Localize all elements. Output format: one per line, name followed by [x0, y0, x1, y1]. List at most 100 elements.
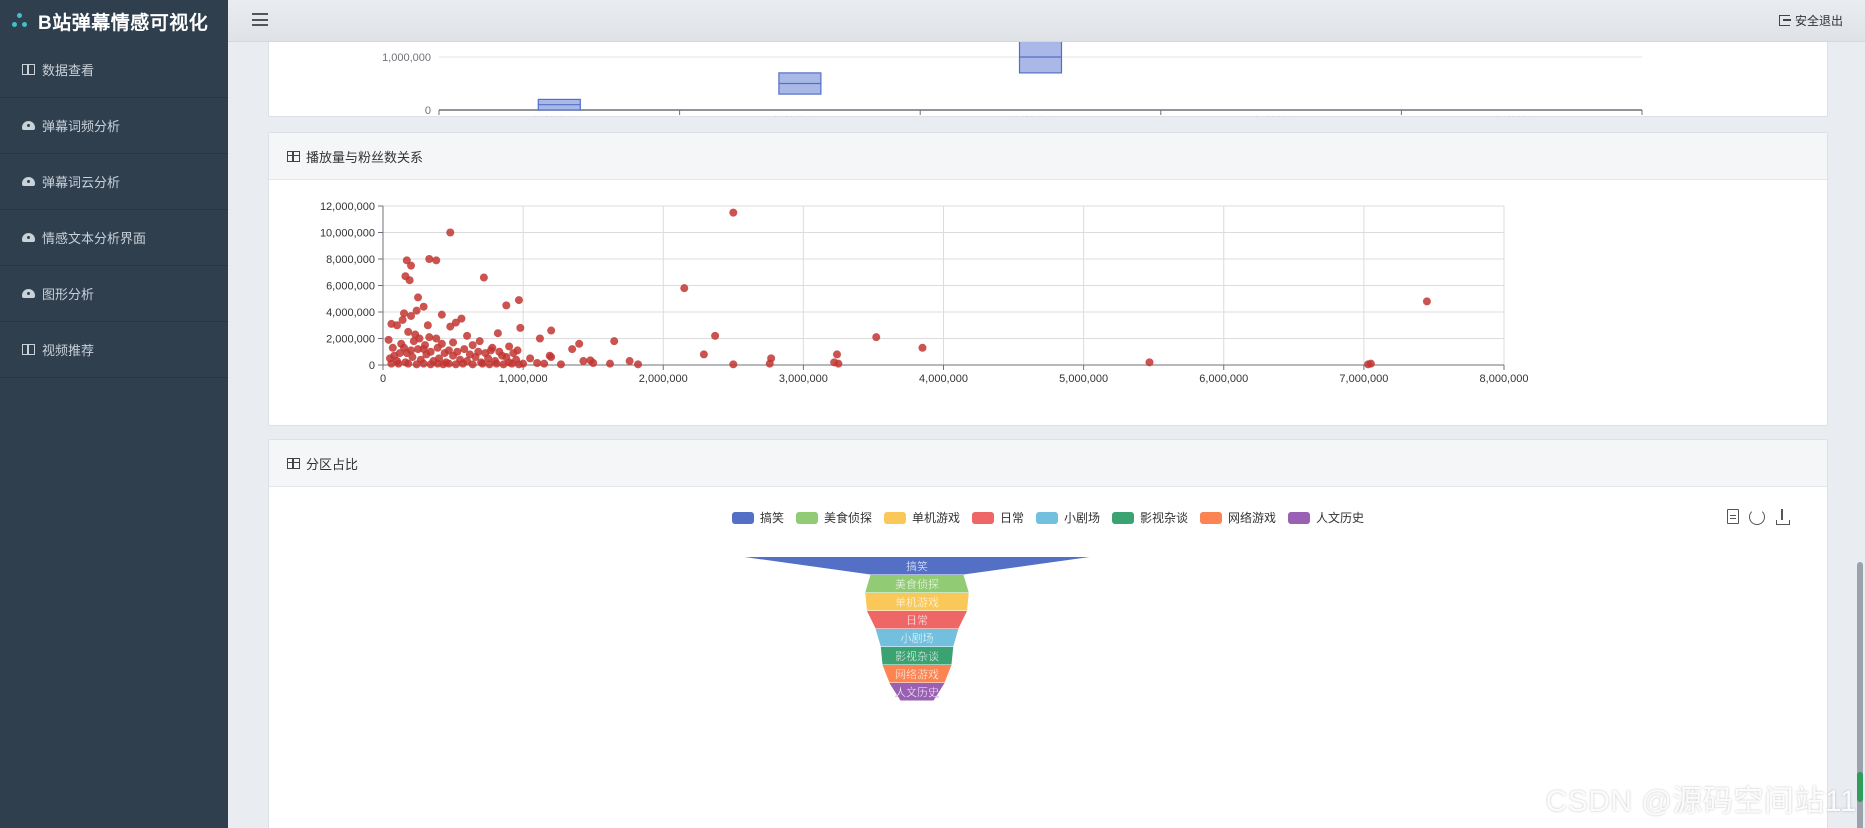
scatter-point	[514, 360, 523, 369]
y-tick-label: 10,000,000	[320, 228, 375, 240]
legend-label: 搞笑	[759, 511, 784, 525]
legend-swatch	[795, 511, 818, 524]
legend-swatch	[971, 511, 994, 524]
scatter-point	[457, 314, 466, 323]
y-tick-label: 1,000,000	[382, 52, 431, 64]
legend-item[interactable]: 人文历史	[1288, 509, 1364, 526]
sidebar-item-0[interactable]: 数据查看	[0, 42, 228, 98]
funnel-segment	[744, 557, 1090, 575]
scatter-point	[419, 302, 428, 311]
funnel-label: 影视杂谈	[895, 649, 939, 663]
scatter-point	[402, 349, 411, 358]
scatter-point	[1422, 297, 1431, 306]
x-tick-label: 4,000,000	[919, 373, 968, 385]
scatter-point	[479, 273, 488, 282]
x-tick-label: 播放等级 3	[1255, 115, 1308, 117]
x-tick-label: 3,000,000	[779, 373, 828, 385]
scatter-point	[634, 360, 643, 369]
scatter-point	[833, 350, 842, 359]
scatter-point	[540, 359, 549, 368]
x-tick-label: 2,000,000	[639, 373, 688, 385]
scatter-point	[414, 293, 423, 302]
legend-item[interactable]: 网络游戏	[1200, 509, 1276, 526]
sidebar-item-2[interactable]: 弹幕词云分析	[0, 154, 228, 210]
scatter-point	[394, 359, 403, 368]
dashboard-icon	[22, 289, 35, 298]
funnel-segment	[880, 647, 954, 665]
legend-item[interactable]: 单机游戏	[883, 509, 960, 526]
scatter-point	[507, 359, 516, 368]
watermark: CSDN @源码空间站11	[1545, 785, 1857, 818]
legend-item[interactable]: 日常	[971, 509, 1024, 526]
funnel-panel-header: 分区占比	[269, 440, 1827, 487]
scatter-point	[419, 359, 428, 368]
scatter-point	[433, 343, 442, 352]
legend-item[interactable]: 影视杂谈	[1112, 509, 1188, 526]
scatter-point	[412, 360, 421, 369]
table-icon	[287, 457, 300, 469]
scatter-point	[444, 359, 453, 368]
save-image-icon[interactable]	[1775, 509, 1791, 525]
sidebar-item-label: 视频推荐	[42, 343, 95, 358]
scatter-point	[493, 329, 502, 338]
x-tick-label: 0	[380, 373, 386, 385]
scatter-point	[451, 318, 460, 327]
scatter-point	[568, 345, 577, 354]
scatter-point	[388, 343, 397, 352]
funnel-segment	[875, 629, 959, 647]
chart-toolbox	[1727, 509, 1791, 525]
sidebar-item-1[interactable]: 弹幕词频分析	[0, 98, 228, 154]
scatter-point	[547, 353, 556, 362]
app-brand[interactable]: B站弹幕情感可视化	[0, 0, 228, 42]
restore-icon[interactable]	[1749, 509, 1765, 525]
funnel-label: 人文历史	[895, 685, 939, 699]
scatter-point	[405, 276, 414, 285]
sidebar-item-5[interactable]: 视频推荐	[0, 322, 228, 378]
y-tick-label: 6,000,000	[326, 281, 375, 293]
boxplot-chart: 0 1,000,000 播放等级 0 播放等级 1 播放等级 2 播放等级 3 播放等级 4	[382, 42, 1643, 129]
scatter-point	[425, 255, 434, 263]
sidebar-item-3[interactable]: 情感文本分析界面	[0, 210, 228, 266]
logo-icon	[12, 13, 28, 29]
topbar: 安全退出	[228, 0, 1865, 42]
scatter-point	[547, 326, 556, 335]
scatter-point	[458, 359, 467, 368]
table-icon	[287, 150, 300, 162]
y-tick-label: 0	[369, 360, 375, 372]
legend-item[interactable]: 美食侦探	[795, 509, 872, 526]
scatter-point	[446, 228, 455, 237]
data-view-icon[interactable]	[1727, 509, 1739, 524]
scatter-point	[468, 360, 477, 369]
funnel-panel: 分区占比 搞笑 美食侦探 单机游戏 日常 小剧场 影视杂谈 网络游戏 人文历史 搞笑 美食侦探单…	[268, 439, 1828, 828]
scatter-point	[465, 350, 474, 359]
legend-label: 网络游戏	[1228, 511, 1277, 525]
scatter-point	[414, 345, 423, 354]
menu-toggle-icon[interactable]	[252, 13, 268, 26]
funnel-label: 美食侦探	[895, 577, 939, 591]
sidebar-item-label: 图形分析	[42, 287, 95, 302]
x-tick-label: 播放等级 1	[773, 115, 826, 117]
legend-label: 影视杂谈	[1140, 511, 1189, 525]
y-tick-label: 4,000,000	[326, 307, 375, 319]
legend-item[interactable]: 搞笑	[731, 509, 784, 526]
sidebar-item-4[interactable]: 图形分析	[0, 266, 228, 322]
legend-label: 美食侦探	[823, 511, 872, 525]
logout-button[interactable]: 安全退出	[1778, 12, 1843, 29]
scatter-point	[444, 346, 453, 355]
scatter-point	[505, 342, 514, 351]
scatter-point	[495, 347, 504, 356]
scatter-point	[1366, 359, 1375, 368]
funnel-label: 网络游戏	[895, 667, 939, 681]
legend-swatch	[731, 511, 754, 524]
x-tick-label: 播放等级 2	[1014, 115, 1067, 117]
scrollbar-thumb[interactable]	[1857, 562, 1863, 828]
scrollbar-indicator	[1857, 772, 1863, 802]
scatter-point	[514, 296, 523, 305]
scatter-point	[499, 360, 508, 369]
scatter-point	[765, 359, 774, 368]
legend-label: 单机游戏	[911, 511, 960, 525]
scatter-point	[485, 360, 494, 369]
funnel-segment	[882, 665, 952, 683]
legend-item[interactable]: 小剧场	[1036, 509, 1100, 526]
funnel-chart-area: 搞笑 美食侦探 单机游戏 日常 小剧场 影视杂谈 网络游戏 人文历史 搞笑 美食侦探 单机游戏 日常…	[269, 487, 1827, 828]
